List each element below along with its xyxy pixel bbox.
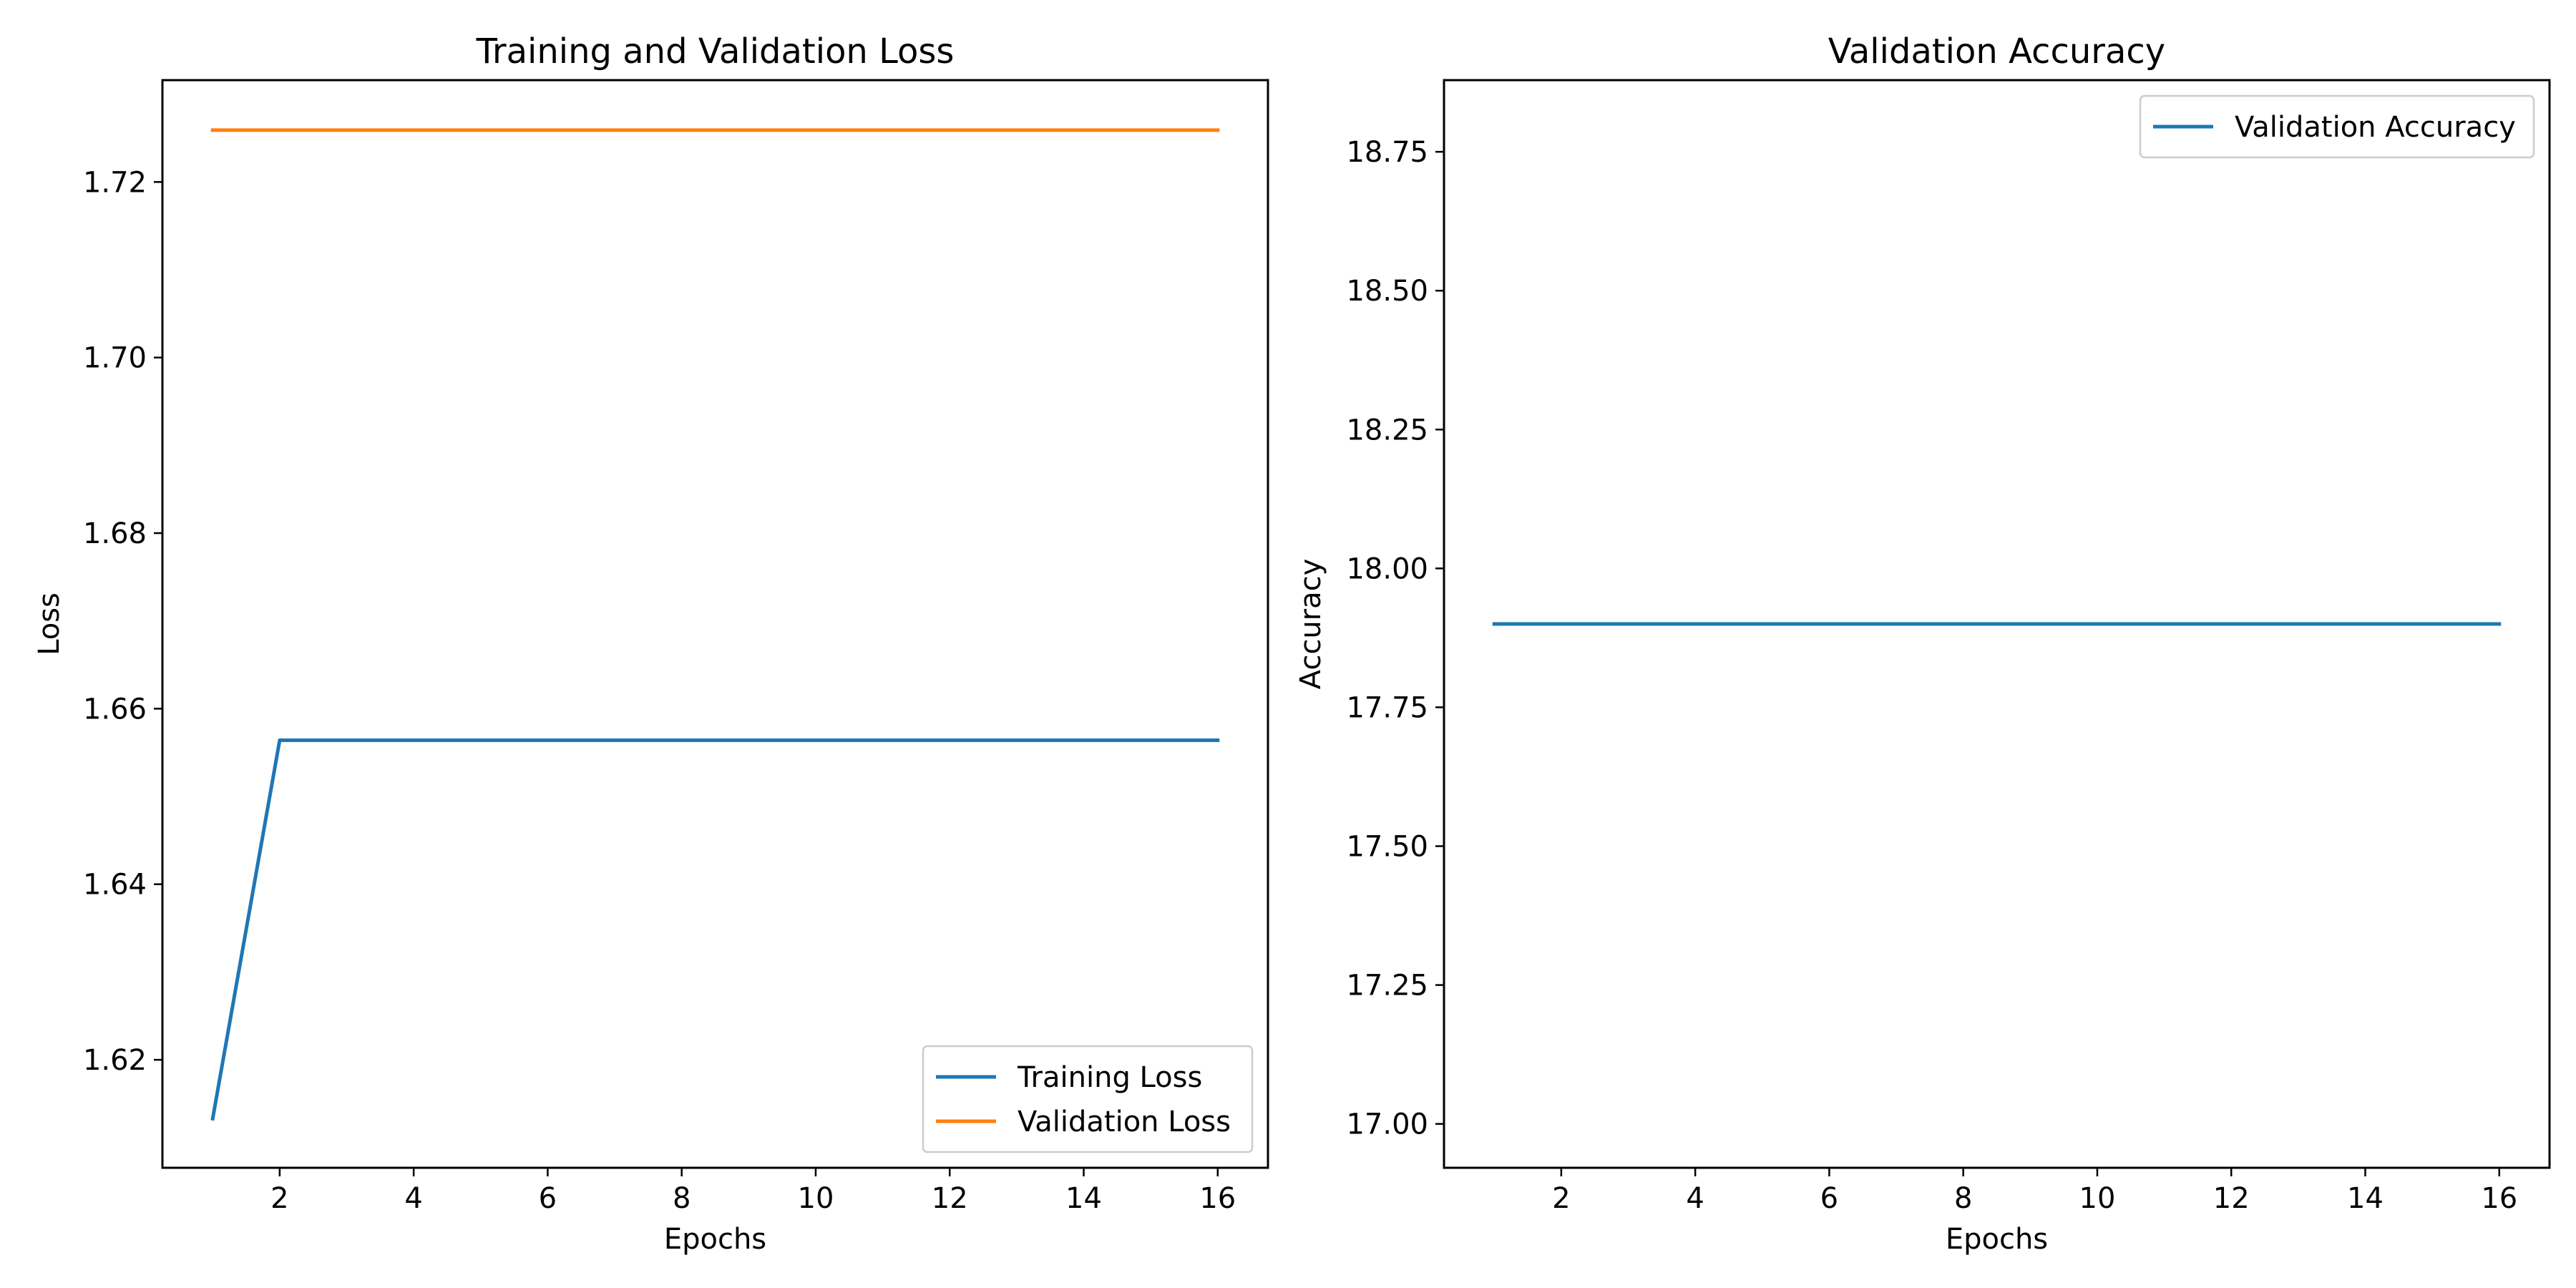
loss-x-axis-label: Epochs (664, 1223, 766, 1256)
accuracy-x-tick-label: 4 (1686, 1182, 1704, 1215)
accuracy-y-tick-label: 17.25 (1346, 970, 1428, 1002)
accuracy-x-tick-label: 2 (1552, 1182, 1570, 1215)
accuracy-y-tick-label: 17.50 (1346, 831, 1428, 864)
loss-x-tick-label: 12 (932, 1182, 968, 1215)
loss-y-tick-label: 1.64 (83, 869, 147, 902)
loss-x-tick-label: 8 (673, 1182, 691, 1215)
accuracy-x-tick-label: 6 (1820, 1182, 1838, 1215)
loss-chart: 2 4 6 8 10 12 14 16 1.62 1.64 1.66 1.68 1.70 1.72 Tra… (33, 31, 1269, 1256)
accuracy-x-tick-label: 8 (1954, 1182, 1972, 1215)
loss-y-tick-label: 1.68 (83, 517, 147, 550)
loss-y-tick-label: 1.70 (83, 342, 147, 375)
loss-legend: Training Loss Validation Loss (922, 1045, 1254, 1153)
loss-y-tick-label: 1.62 (83, 1044, 147, 1077)
accuracy-y-tick-label: 18.00 (1346, 552, 1428, 585)
accuracy-legend-box (2139, 94, 2535, 159)
loss-chart-title: Training and Validation Loss (476, 31, 955, 72)
accuracy-x-axis-label: Epochs (1946, 1223, 2048, 1256)
accuracy-x-tick-label: 16 (2481, 1182, 2517, 1215)
accuracy-x-tick-label: 12 (2213, 1182, 2250, 1215)
loss-x-tick-label: 14 (1065, 1182, 1102, 1215)
loss-x-tick-label: 10 (798, 1182, 834, 1215)
accuracy-y-tick-label: 18.50 (1346, 275, 1428, 308)
accuracy-y-axis-label: Accuracy (1294, 559, 1327, 690)
accuracy-legend: Validation Accuracy (2139, 94, 2535, 159)
loss-x-tick-label: 6 (539, 1182, 557, 1215)
accuracy-chart: 2 4 6 8 10 12 14 16 17.00 17.25 17.50 17.75 18.00 18.… (1294, 31, 2551, 1256)
accuracy-x-tick-label: 10 (2079, 1182, 2116, 1215)
accuracy-y-tick-label: 18.25 (1346, 414, 1428, 447)
accuracy-y-tick-label: 18.75 (1346, 136, 1428, 169)
loss-x-tick-label: 16 (1199, 1182, 1236, 1215)
loss-y-axis-label: Loss (33, 592, 66, 655)
accuracy-y-tick-label: 17.75 (1346, 691, 1428, 724)
accuracy-plot-frame (1443, 79, 2551, 1169)
accuracy-y-tick-label: 17.00 (1346, 1108, 1428, 1141)
loss-x-tick-label: 4 (404, 1182, 422, 1215)
loss-x-tick-label: 2 (270, 1182, 288, 1215)
accuracy-x-tick-label: 14 (2347, 1182, 2384, 1215)
loss-legend-box (922, 1045, 1254, 1153)
loss-y-tick-label: 1.72 (83, 166, 147, 199)
legend-label-validation-accuracy: Validation Accuracy (2235, 111, 2516, 144)
loss-y-tick-label: 1.66 (83, 693, 147, 726)
loss-plot-frame (161, 79, 1269, 1169)
accuracy-chart-title: Validation Accuracy (1828, 31, 2165, 72)
legend-label-validation-loss: Validation Loss (1018, 1106, 1231, 1138)
series-line-training-loss (210, 738, 1220, 1121)
legend-label-training-loss: Training Loss (1017, 1061, 1202, 1094)
